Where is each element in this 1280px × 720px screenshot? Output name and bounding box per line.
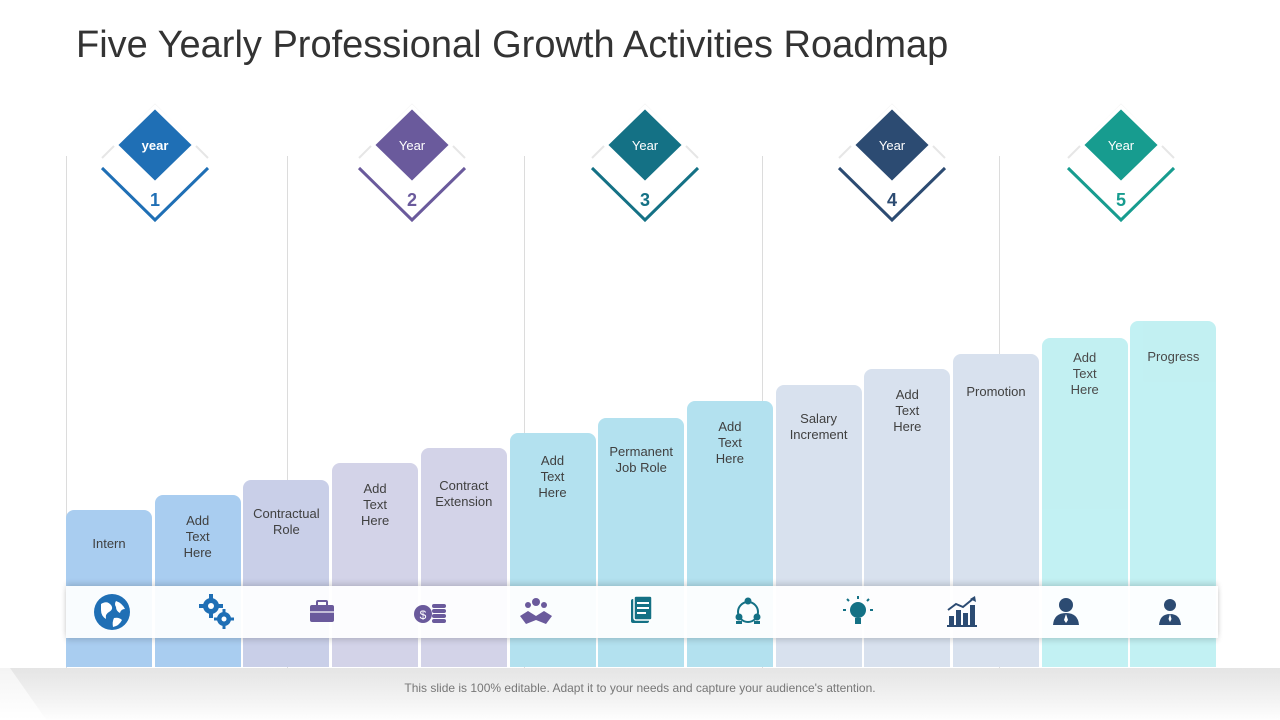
year-marker: Year 2 [357,98,467,228]
globe-icon [92,592,132,632]
floor-reflection [0,668,1280,720]
year-diamond-icon: Year 4 [837,103,947,223]
year-diamond-icon: Year 2 [357,103,467,223]
divider-line [524,156,525,668]
year-label: Year [632,138,659,153]
gears-icon [197,592,237,632]
coins-icon: $ [410,592,450,632]
lightbulb-icon [838,592,878,632]
year-label: Year [1108,138,1135,153]
step-label: Add Text Here [538,453,567,500]
step-label: Salary Increment [789,411,848,442]
document-icon [620,592,660,632]
svg-text:$: $ [420,608,427,622]
year-marker: Year 3 [590,98,700,228]
year-diamond-icon: year 1 [100,103,210,223]
team-icon [728,592,768,632]
handshake-icon [516,592,556,632]
step-label: Add Text Here [361,481,390,528]
step-label: Promotion [966,384,1026,399]
year-label: Year [399,138,426,153]
briefcase-icon [302,592,342,632]
year-marker: Year 4 [837,98,947,228]
year-number: 3 [640,190,650,210]
year-diamond-icon: Year 5 [1066,103,1176,223]
step-label: Permanent Job Role [609,444,673,475]
step-label: Intern [92,536,126,551]
step-label: Contract Extension [435,478,493,509]
step-label: Add Text Here [1070,350,1099,397]
footer-note: This slide is 100% editable. Adapt it to… [404,681,876,695]
user-icon [1150,592,1190,632]
page-title: Five Yearly Professional Growth Activiti… [76,24,949,66]
step-column: Add Text Here [154,495,241,667]
divider-line [66,156,67,668]
step-label: Add Text Here [715,419,744,466]
year-number: 4 [887,190,897,210]
year-label: year [142,138,169,153]
year-diamond-icon: Year 3 [590,103,700,223]
growth-chart-icon [942,592,982,632]
person-icon [1046,592,1086,632]
year-number: 2 [407,190,417,210]
step-column: Contractual Role [243,480,330,667]
step-label: Contractual Role [253,506,320,537]
step-label: Add Text Here [893,387,922,434]
year-marker: year 1 [100,98,210,228]
year-label: Year [879,138,906,153]
divider-line [287,156,288,668]
year-marker: Year 5 [1066,98,1176,228]
step-label: Progress [1147,349,1200,364]
year-number: 1 [150,190,160,210]
year-number: 5 [1116,190,1126,210]
step-label: Add Text Here [183,513,212,560]
